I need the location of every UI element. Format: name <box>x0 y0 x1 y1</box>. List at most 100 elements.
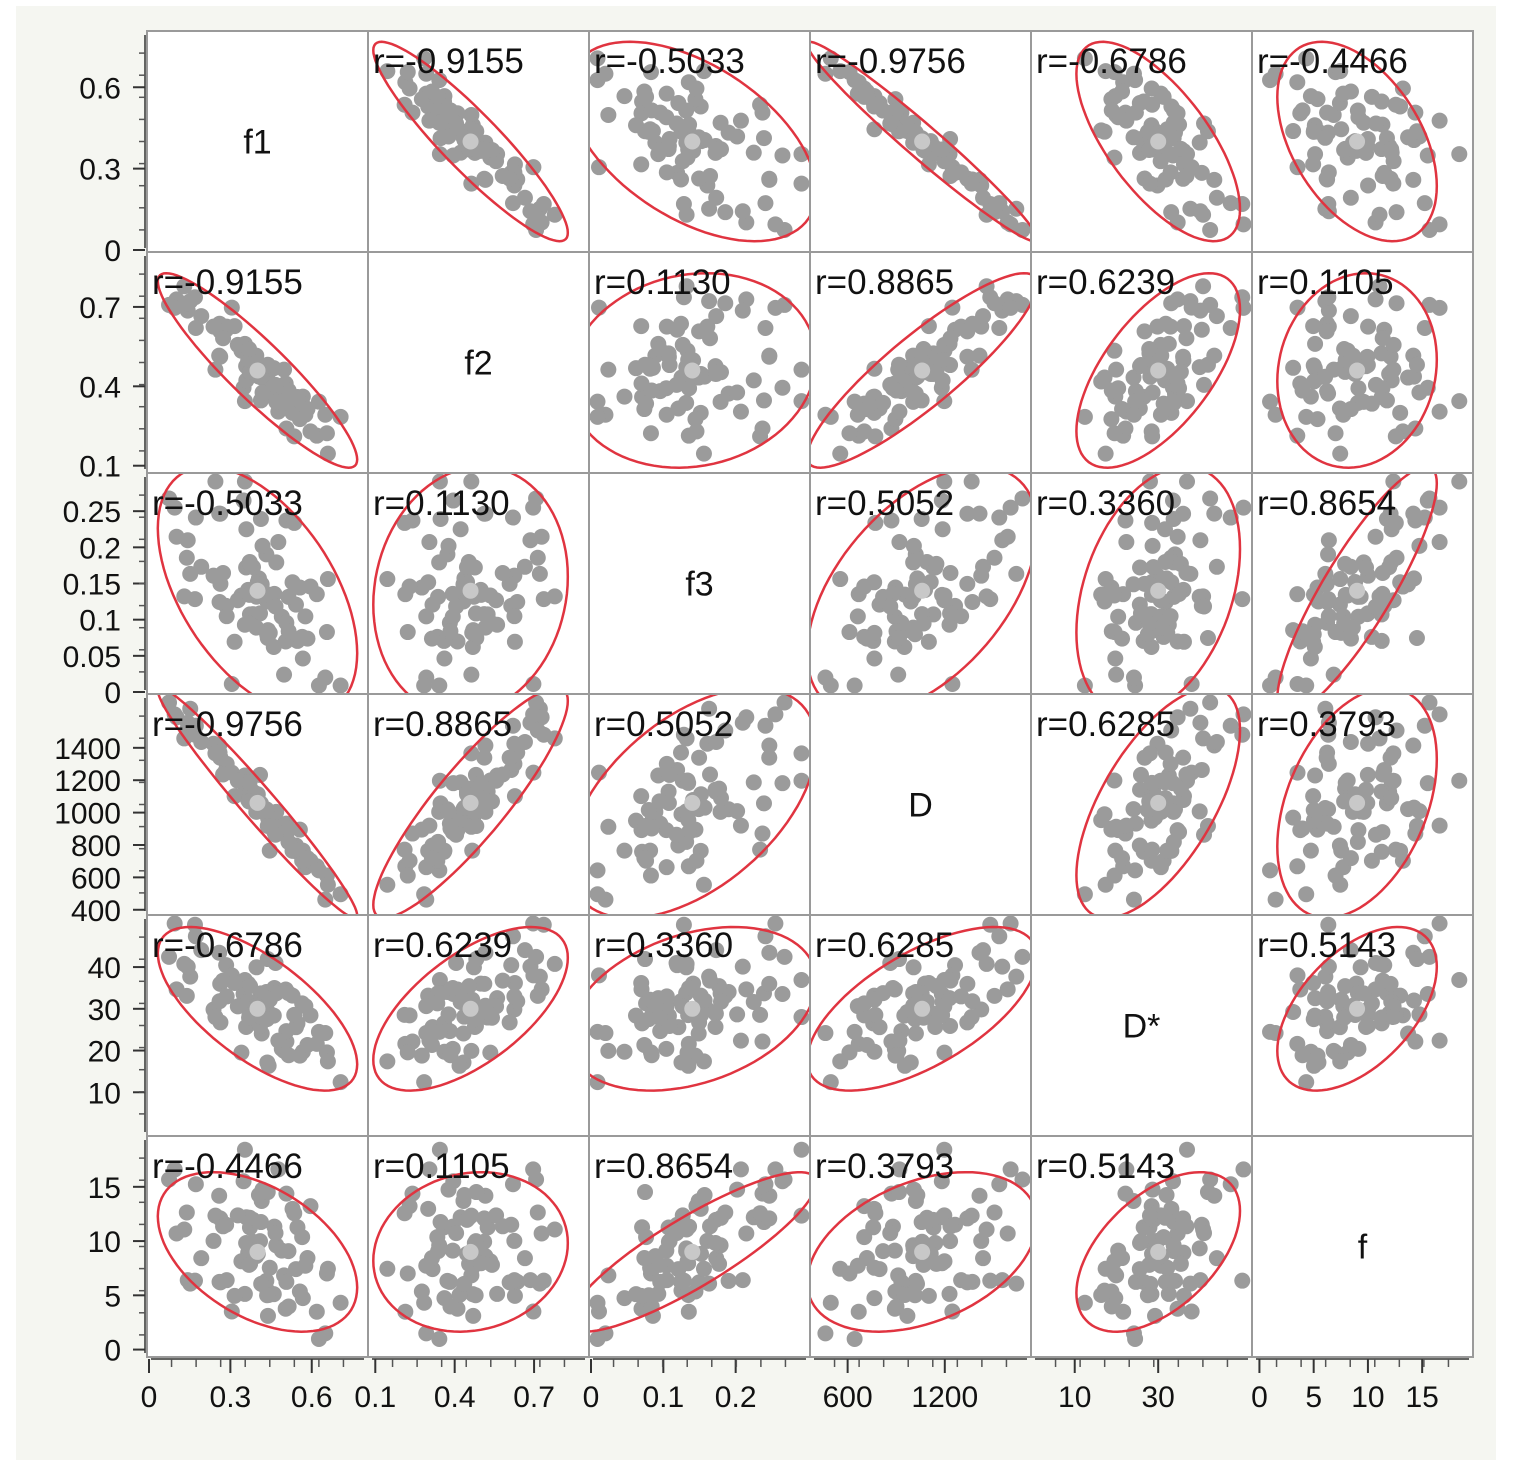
data-point <box>178 1204 195 1221</box>
data-point <box>1196 1225 1213 1242</box>
data-point <box>1144 514 1161 531</box>
data-point <box>259 626 276 643</box>
scatter-cell-2-4 <box>1075 474 1251 693</box>
x-tick-label: 15 <box>1405 1381 1438 1414</box>
data-point <box>755 130 772 147</box>
data-point <box>399 64 416 81</box>
data-point <box>1392 404 1409 421</box>
x-tick-label: 0.7 <box>513 1381 555 1414</box>
data-point <box>936 1141 953 1158</box>
data-point <box>757 717 774 734</box>
data-point <box>465 1307 482 1324</box>
density-ellipse <box>1276 925 1439 1092</box>
data-point <box>286 1205 303 1222</box>
data-point <box>1305 318 1322 335</box>
data-point <box>1388 295 1405 312</box>
data-point <box>643 382 660 399</box>
data-point <box>1451 474 1468 490</box>
y-tick-label: 1200 <box>54 765 121 798</box>
density-ellipse <box>590 695 809 914</box>
data-point <box>1285 123 1302 140</box>
density-ellipse <box>156 474 359 693</box>
data-point <box>651 1009 668 1026</box>
correlation-label: r=0.8654 <box>1257 484 1396 523</box>
data-point <box>986 1204 1003 1221</box>
data-point <box>308 1303 325 1320</box>
data-point <box>1183 299 1200 316</box>
data-point <box>504 717 521 734</box>
data-point <box>738 1225 755 1242</box>
data-point <box>590 967 607 984</box>
data-point <box>637 1184 654 1201</box>
data-point <box>906 1287 923 1304</box>
data-point <box>1337 774 1354 791</box>
data-point <box>658 1040 675 1057</box>
density-ellipse <box>156 271 359 469</box>
data-point <box>1196 598 1213 615</box>
data-point <box>1191 803 1208 820</box>
data-point <box>1202 490 1219 507</box>
data-point <box>1097 1260 1114 1277</box>
data-point <box>421 1161 438 1178</box>
data-point <box>1114 83 1131 100</box>
data-point <box>432 1214 449 1231</box>
data-point <box>1163 722 1180 739</box>
data-point <box>1306 638 1323 655</box>
data-point <box>732 817 749 834</box>
data-point <box>546 206 563 223</box>
data-point <box>651 793 668 810</box>
data-point <box>1367 826 1384 843</box>
data-point <box>890 666 907 683</box>
data-point <box>661 766 678 783</box>
data-point <box>431 971 448 988</box>
x-tick-label: 1200 <box>911 1381 978 1414</box>
data-point <box>1374 766 1391 783</box>
data-point <box>616 842 633 859</box>
data-point <box>628 1286 645 1303</box>
data-point <box>1383 554 1400 571</box>
data-point <box>866 360 883 377</box>
data-point <box>1332 1053 1349 1070</box>
scatter-cell-1-3 <box>811 271 1030 469</box>
data-point <box>982 1272 999 1289</box>
data-point <box>1385 745 1402 762</box>
data-point <box>1118 534 1135 551</box>
data-point <box>888 1047 905 1064</box>
x-tick-label: 0.1 <box>642 1381 684 1414</box>
data-point <box>1307 767 1324 784</box>
diagonal-label-f3: f3 <box>685 566 713 604</box>
data-point <box>1421 948 1438 965</box>
data-point <box>1178 564 1195 581</box>
data-point <box>1175 505 1192 522</box>
data-point <box>963 175 980 192</box>
matrix-cell-0-0 <box>146 30 369 253</box>
density-ellipse <box>811 1170 1030 1333</box>
data-point <box>712 993 729 1010</box>
data-point <box>1294 382 1311 399</box>
data-point <box>729 803 746 820</box>
data-point <box>431 1141 448 1158</box>
data-point <box>280 1047 297 1064</box>
data-point <box>734 958 751 975</box>
data-point <box>379 1053 396 1070</box>
data-point <box>633 156 650 173</box>
data-point <box>658 318 675 335</box>
data-point <box>1359 766 1376 783</box>
data-point <box>226 633 243 650</box>
data-point <box>476 505 493 522</box>
y-tick-label: 400 <box>71 895 121 928</box>
data-point <box>681 116 698 133</box>
correlation-label: r=0.3793 <box>815 1147 954 1186</box>
data-point <box>867 428 884 445</box>
y-tick-label: 30 <box>88 994 121 1027</box>
data-point <box>1206 505 1223 522</box>
density-ellipse <box>811 925 1030 1092</box>
data-point <box>1363 852 1380 869</box>
correlation-label: r=-0.9155 <box>373 42 524 81</box>
data-point <box>535 196 552 213</box>
data-point <box>729 128 746 145</box>
data-point <box>1208 558 1225 575</box>
data-point <box>270 1161 287 1178</box>
data-point <box>1411 384 1428 401</box>
data-point <box>1171 824 1188 841</box>
